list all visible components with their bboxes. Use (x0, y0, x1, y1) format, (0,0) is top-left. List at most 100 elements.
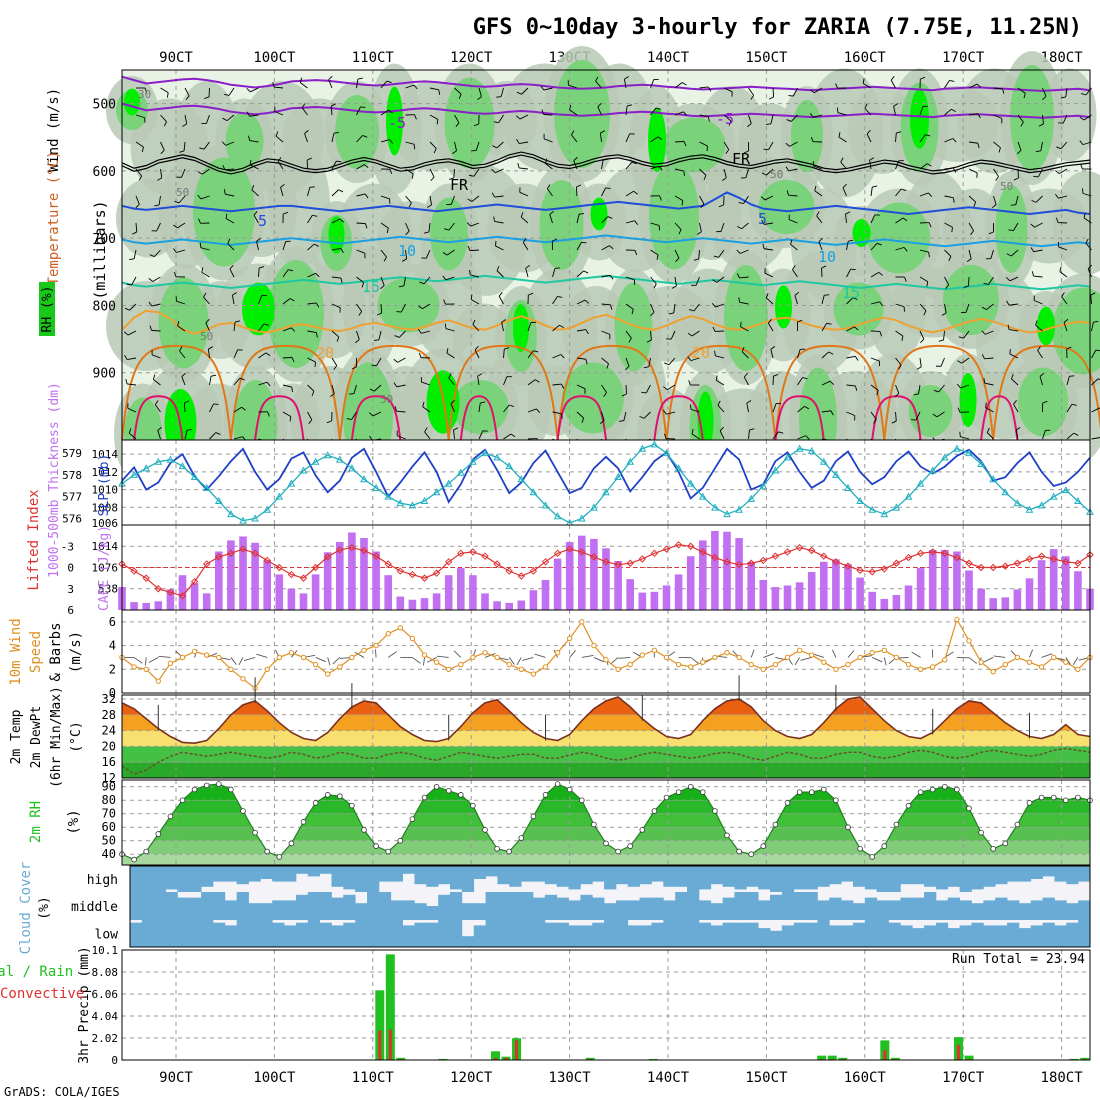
wind-barb (246, 111, 250, 117)
wind-barb (393, 358, 398, 363)
isotherm-label: 20 (316, 344, 334, 362)
wind-barb (1061, 296, 1068, 305)
lifted-index-marker (650, 549, 659, 558)
wind-barb (135, 168, 143, 177)
cloud-bar (141, 866, 155, 892)
wind-barb (1059, 266, 1062, 272)
wind-barb (552, 354, 561, 359)
wind-barb (200, 247, 210, 251)
cloud-bar (378, 866, 392, 882)
wind-barb (353, 384, 357, 394)
cloud-bar (319, 922, 332, 947)
cape-bar (590, 538, 598, 610)
rh-marker (712, 808, 718, 814)
panel-background (122, 610, 1090, 693)
wind-barb (870, 411, 877, 420)
rh-contour-green (724, 265, 768, 371)
wind-barb (364, 164, 369, 168)
wind-barb (703, 175, 707, 181)
wind-barb (205, 114, 210, 124)
cape-bar (928, 549, 937, 610)
cape-bar (662, 585, 671, 610)
lifted-index-marker (638, 555, 647, 563)
lifted-index-marker (396, 567, 405, 575)
wind-barb (968, 249, 972, 259)
cape-bar (420, 598, 429, 610)
wind-barb (501, 322, 504, 332)
wind-barb (250, 164, 259, 170)
wind-barb (380, 303, 383, 314)
cape-bar (348, 532, 356, 610)
wind-barb (707, 116, 710, 122)
wind-barb (291, 386, 293, 393)
wind-speed-marker (736, 654, 742, 661)
rh-contour-bright (590, 197, 608, 231)
thickness-marker (844, 483, 852, 491)
slp-tick-label: 1008 (92, 501, 119, 514)
wind-barb (1040, 141, 1043, 151)
thickness-marker (747, 494, 756, 502)
cloud-bar (284, 925, 297, 947)
wind-barb (990, 249, 994, 259)
cloud-level-label: middle (71, 900, 118, 915)
footer-credit: GrADS: COLA/IGES (4, 1085, 120, 1099)
wind-barb (470, 222, 480, 227)
thickness-marker (626, 457, 635, 465)
lifted-index-marker (154, 585, 163, 593)
wind-barb (1033, 175, 1039, 178)
cloud-bar (1042, 922, 1055, 947)
wind-barb (124, 307, 130, 311)
precip-total-bar (964, 1055, 974, 1060)
thickness-marker (323, 451, 332, 459)
wind-barb (835, 83, 838, 89)
wind-barb (157, 430, 161, 440)
date-tick-label: 170CT (942, 50, 985, 66)
wind-barb (949, 80, 955, 82)
thickness-marker (214, 496, 223, 505)
wind-barb (870, 187, 873, 197)
wind-barb (1072, 657, 1079, 666)
wind-barb (446, 249, 455, 256)
wind-barb (674, 140, 685, 143)
thickness-marker (275, 492, 284, 500)
wind-barb (621, 393, 627, 397)
wind-barb (845, 214, 847, 224)
cloud-bar (580, 925, 593, 947)
wind-barb (546, 184, 551, 189)
wind-barb (576, 299, 586, 305)
wind-barb (331, 330, 340, 338)
wind-barb (794, 291, 800, 296)
wind-barb (674, 82, 683, 89)
cloud-bar (722, 866, 735, 887)
wind-barb (477, 373, 483, 377)
wind-barb (133, 249, 137, 259)
wind-barb (653, 283, 657, 289)
wind-barb (1060, 141, 1068, 149)
wind-barb (258, 295, 263, 305)
cloud-bar (959, 866, 972, 892)
wind-barb (903, 247, 908, 252)
wind-barb (274, 86, 284, 89)
wind-barb (625, 303, 634, 310)
wind-barb (467, 245, 471, 251)
wind-barb (1015, 430, 1019, 440)
wind-barb (765, 293, 769, 299)
wind-barb (417, 329, 422, 334)
wind-barb (210, 374, 217, 377)
date-tick-label: 170CT (942, 1070, 985, 1086)
wind-barb (866, 133, 872, 143)
wind-barb (560, 413, 563, 419)
wind-barb (450, 399, 455, 405)
wind-barb (768, 141, 774, 151)
wind-barb (222, 165, 226, 170)
wind-barb (639, 415, 645, 419)
wind-barb (932, 413, 938, 418)
rh-marker (591, 821, 597, 828)
cloud-bar (971, 866, 984, 890)
cloud-bar (1007, 866, 1020, 882)
lifted-index-marker (953, 553, 961, 562)
wind-barb (840, 161, 847, 170)
cloud-bar (438, 920, 451, 947)
